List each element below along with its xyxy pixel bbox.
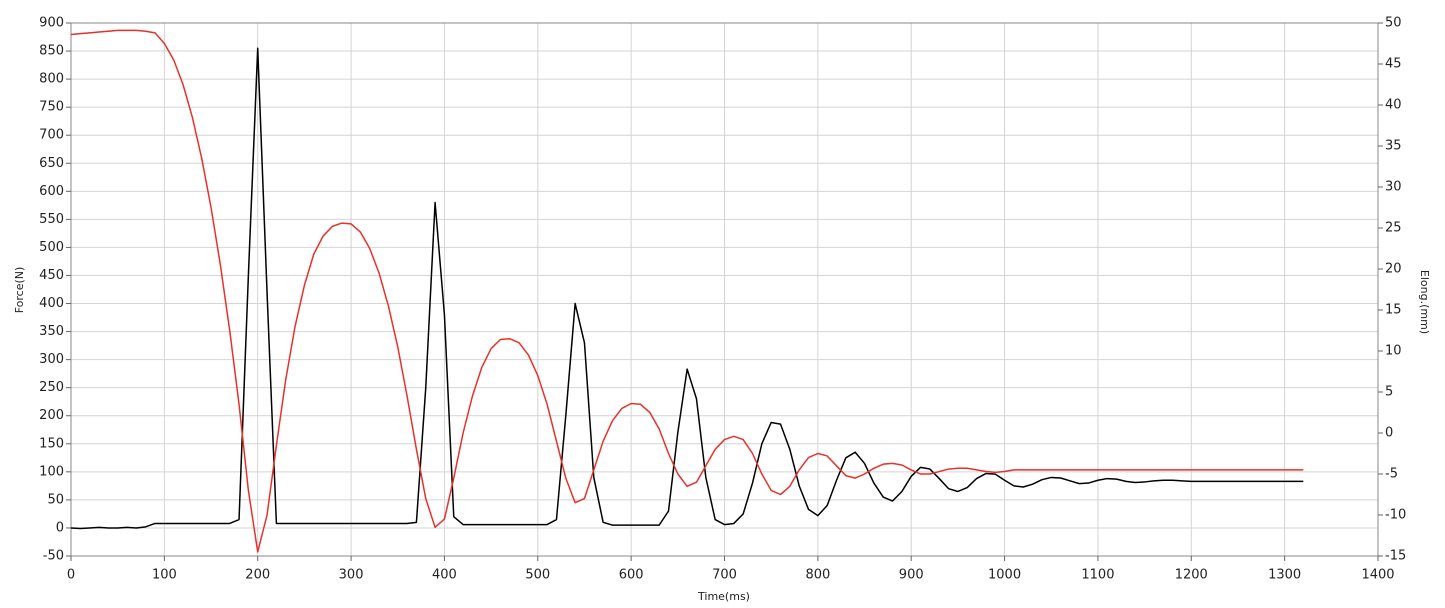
y2-tick-label: 25 xyxy=(1385,221,1402,236)
x-tick-label: 1200 xyxy=(1175,568,1208,583)
x-tick-label: 400 xyxy=(432,568,457,583)
y2-tick-label: 0 xyxy=(1385,426,1393,441)
y2-tick-label: 20 xyxy=(1385,262,1402,277)
series-line xyxy=(70,29,1304,553)
x-tick-label: 1100 xyxy=(1081,568,1114,583)
x-tick-label: 500 xyxy=(525,568,550,583)
y-tick-label: -50 xyxy=(43,549,64,564)
y-tick-label: 400 xyxy=(39,296,64,311)
y-tick-label: 250 xyxy=(39,380,64,395)
y-tick-label: 900 xyxy=(39,16,64,31)
y2-axis-label: Elong.(mm) xyxy=(1418,270,1431,334)
x-tick-label: 0 xyxy=(67,568,75,583)
x-tick-label: 1400 xyxy=(1361,568,1394,583)
y2-tick-label: 45 xyxy=(1385,57,1402,72)
x-tick-label: 1300 xyxy=(1268,568,1301,583)
y-tick-label: 350 xyxy=(39,324,64,339)
y-tick-label: 850 xyxy=(39,44,64,59)
y-tick-label: 500 xyxy=(39,240,64,255)
x-tick-label: 700 xyxy=(712,568,737,583)
y2-tick-label: 30 xyxy=(1385,180,1402,195)
x-tick-label: 900 xyxy=(899,568,924,583)
y-tick-label: 150 xyxy=(39,436,64,451)
y2-tick-label: 10 xyxy=(1385,344,1402,359)
x-axis-label: Time(ms) xyxy=(697,590,750,603)
x-tick-label: 100 xyxy=(152,568,177,583)
y-tick-label: 50 xyxy=(47,492,64,507)
series-line xyxy=(70,47,1304,530)
y-tick-label: 0 xyxy=(56,520,64,535)
y-tick-label: 300 xyxy=(39,352,64,367)
y-tick-label: 700 xyxy=(39,128,64,143)
y-tick-label: 800 xyxy=(39,72,64,87)
x-tick-label: 300 xyxy=(339,568,364,583)
y2-tick-label: 35 xyxy=(1385,139,1402,154)
y-tick-label: 550 xyxy=(39,212,64,227)
x-tick-label: 800 xyxy=(805,568,830,583)
y-tick-label: 450 xyxy=(39,268,64,283)
x-tick-label: 200 xyxy=(245,568,270,583)
y2-tick-label: 15 xyxy=(1385,303,1402,318)
y-tick-label: 750 xyxy=(39,100,64,115)
y2-tick-label: -5 xyxy=(1385,467,1398,482)
y2-tick-label: -10 xyxy=(1385,508,1406,523)
x-tick-label: 1000 xyxy=(988,568,1021,583)
y-tick-label: 600 xyxy=(39,184,64,199)
y2-tick-label: -15 xyxy=(1385,549,1406,564)
y2-tick-label: 5 xyxy=(1385,385,1393,400)
y-axis-label: Force(N) xyxy=(13,267,26,314)
x-tick-label: 600 xyxy=(619,568,644,583)
y2-tick-label: 40 xyxy=(1385,98,1402,113)
y2-tick-label: 50 xyxy=(1385,16,1402,31)
y-tick-label: 200 xyxy=(39,408,64,423)
y-tick-label: 100 xyxy=(39,464,64,479)
y-tick-label: 650 xyxy=(39,156,64,171)
